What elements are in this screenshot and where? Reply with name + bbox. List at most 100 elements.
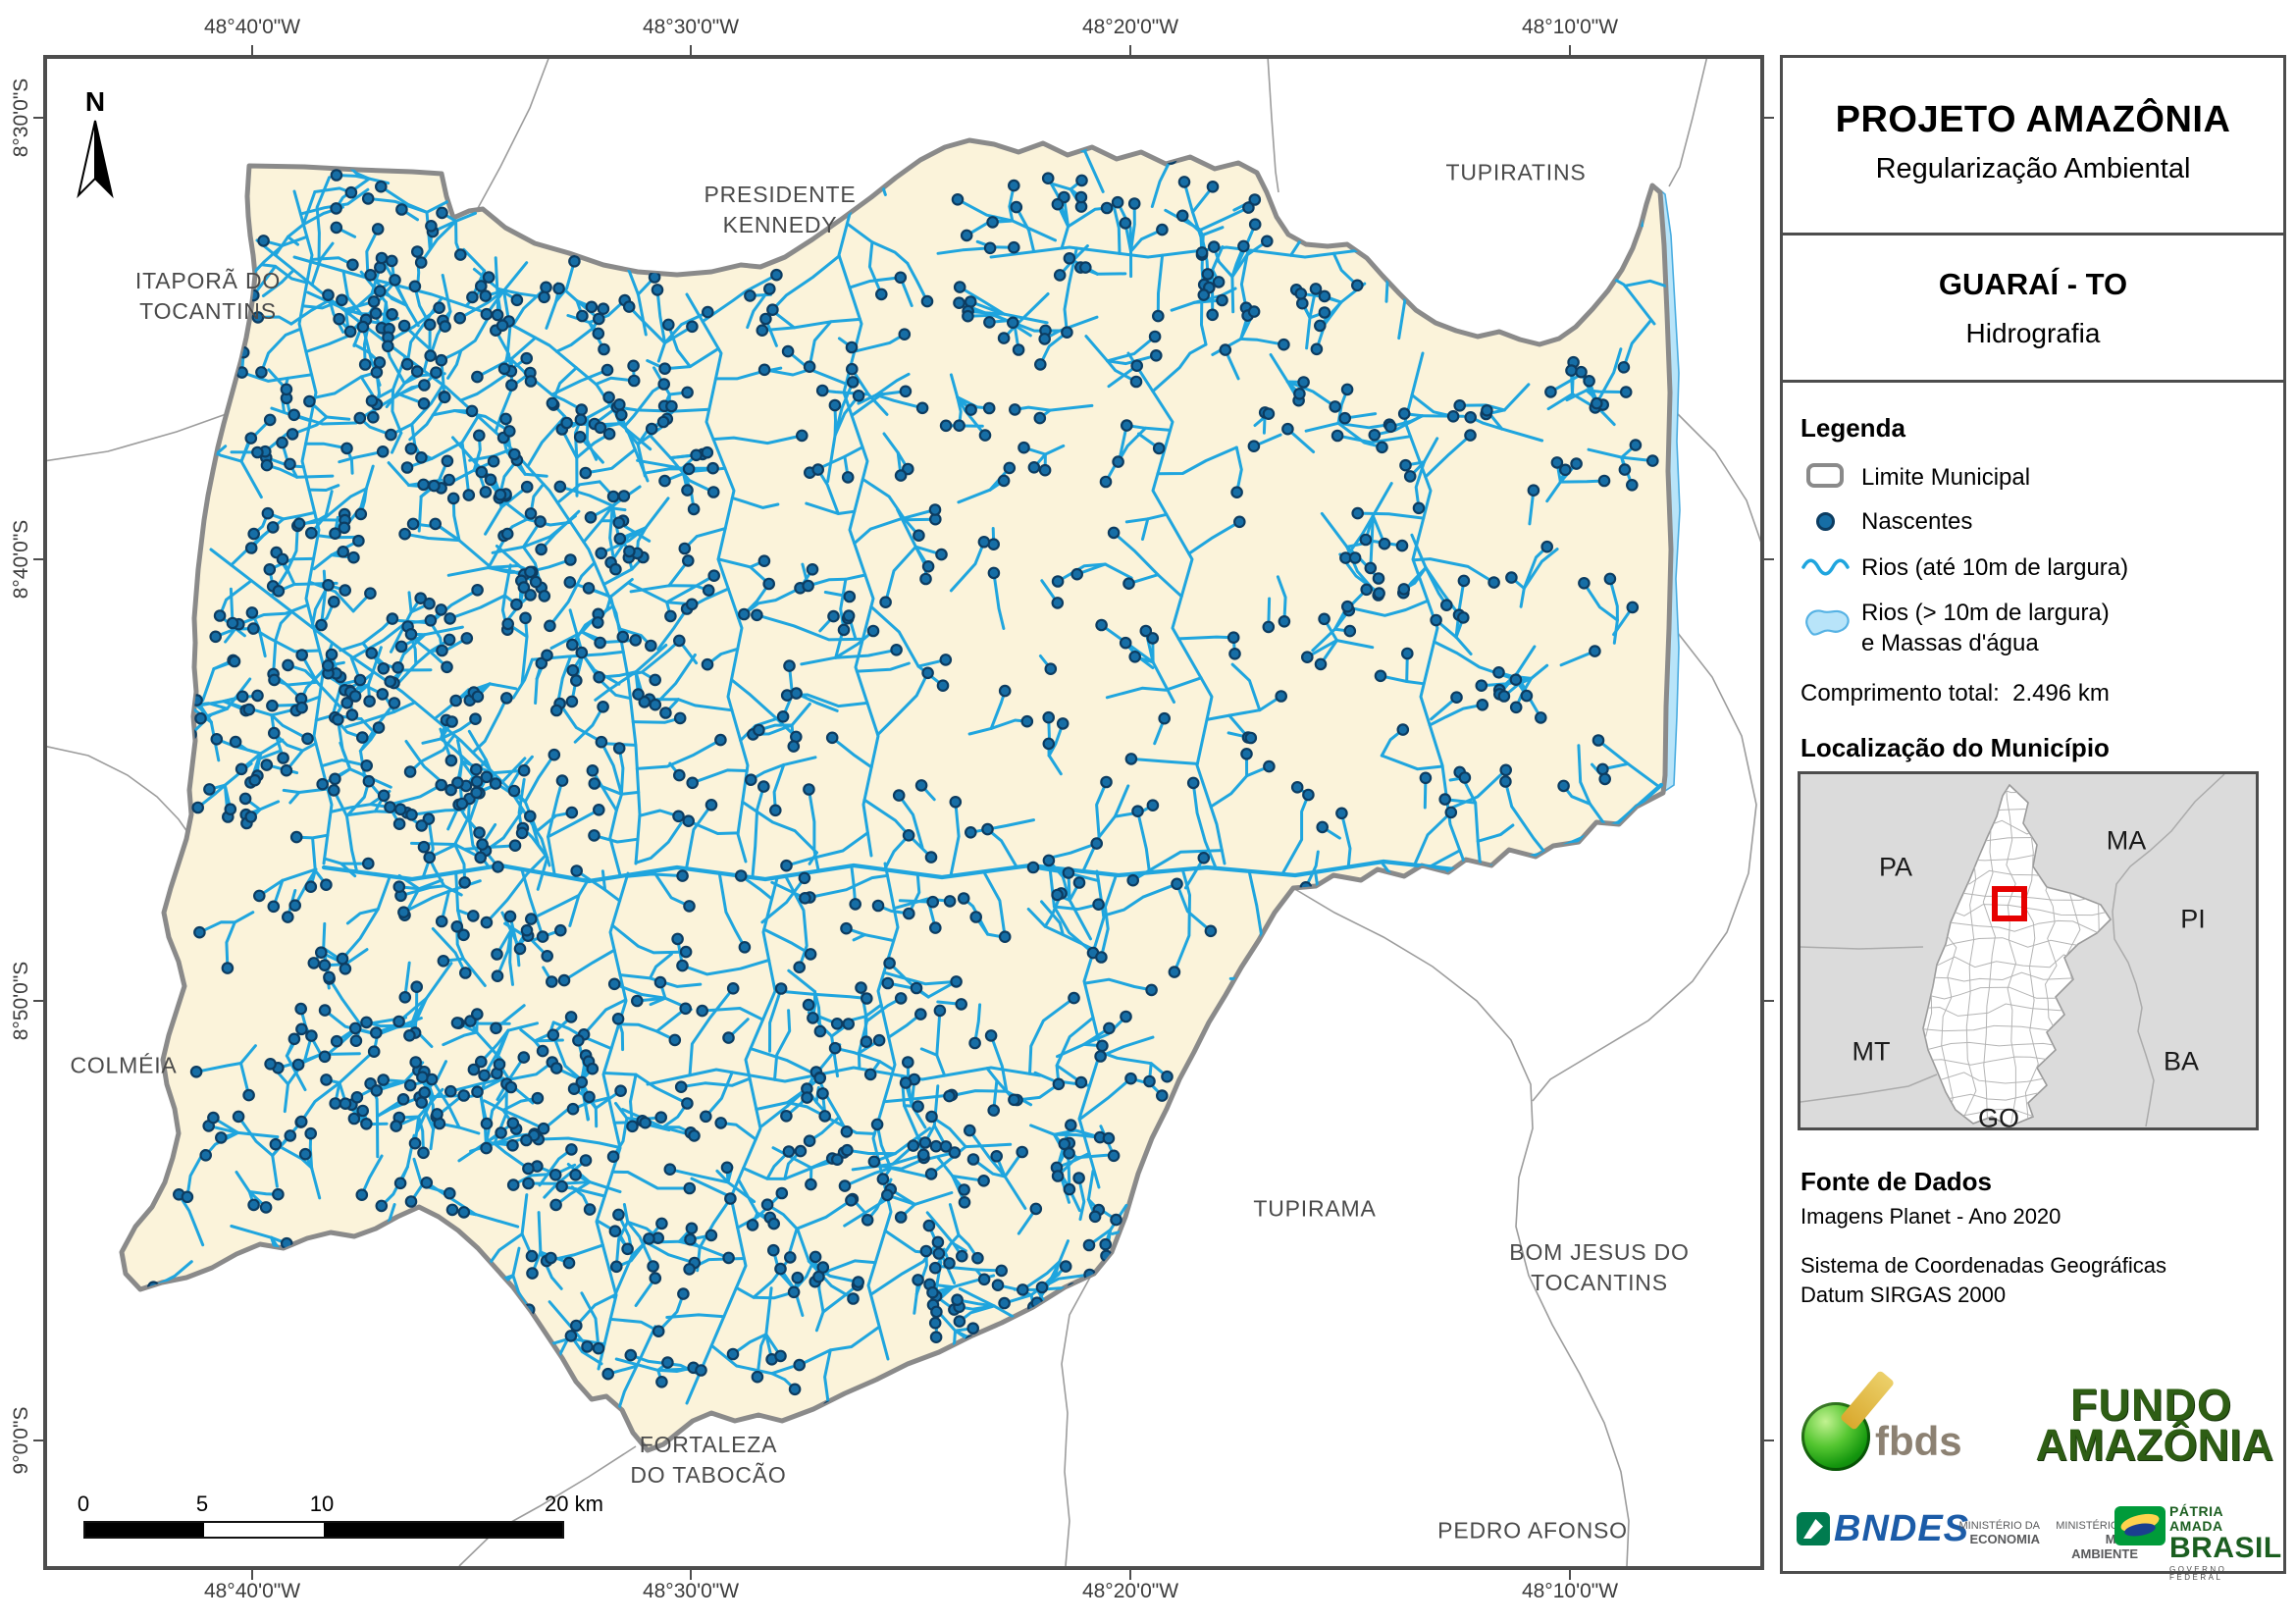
tick-mark [1569, 45, 1571, 55]
lon-label: 48°40'0"W [203, 1580, 301, 1602]
total-length-label: Comprimento total: [1800, 680, 2000, 707]
source-line: Datum SIRGAS 2000 [1800, 1283, 2007, 1307]
patria-sub: GOVERNO FEDERAL [2169, 1564, 2227, 1583]
fundo-amazonia-logo: FUNDO AMAZÔNIA [2035, 1380, 2273, 1471]
lat-label: 9°0'0"S [10, 1406, 32, 1475]
locator-state-label-ma: MA [2106, 825, 2147, 856]
tick-mark [1129, 45, 1131, 55]
neighbor-municipality-label: BOM JESUS DO TOCANTINS [1509, 1238, 1690, 1295]
scalebar-segment [324, 1523, 562, 1537]
neighbor-municipality-label: PRESIDENTE KENNEDY [704, 181, 857, 237]
project-title-box: PROJETO AMAZÔNIA Regularização Ambiental [1783, 58, 2283, 236]
project-subtitle: Regularização Ambiental [1875, 153, 2191, 184]
municipality-locator-highlight [1992, 886, 2027, 921]
north-arrow-icon [77, 120, 114, 199]
tick-mark [33, 1000, 43, 1002]
tick-mark [1569, 1570, 1571, 1580]
map-canvas [47, 59, 1760, 1566]
tick-mark [1764, 1000, 1774, 1002]
tick-mark [33, 1440, 43, 1441]
lat-label: 8°30'0"S [10, 78, 32, 158]
north-arrow-label: N [84, 86, 106, 117]
legend-heading: Legenda [1800, 413, 1905, 443]
legend-item-rios: Rios (até 10m de largura) [1800, 546, 2271, 589]
patria-amada-brasil-logo: PÁTRIA AMADA BRASIL GOVERNO FEDERAL [2169, 1503, 2282, 1583]
ministry-bottom: ECONOMIA [1969, 1531, 2041, 1546]
locator-map: PA MA PI BA MT GO [1798, 771, 2259, 1130]
lon-label: 48°10'0"W [1521, 1580, 1619, 1602]
legend-item-label: Rios (> 10m de largura) e Massas d'água [1861, 600, 2110, 657]
scalebar-segment [204, 1523, 324, 1537]
limite-municipal-swatch [1800, 455, 1857, 498]
map-theme: Hidrografia [1965, 318, 2101, 348]
map-frame [43, 55, 1764, 1570]
locator-state-label-go: GO [1977, 1103, 2020, 1130]
project-title: PROJETO AMAZÔNIA [1835, 99, 2231, 140]
water-body-swatch [1800, 591, 1857, 636]
fundo-line1: FUNDO [2070, 1380, 2232, 1430]
locator-canvas [1800, 774, 2256, 1127]
river-line-swatch [1800, 546, 1857, 589]
scalebar-label: 20 km [545, 1492, 603, 1516]
patria-main: BRASIL [2169, 1532, 2282, 1565]
lon-label: 48°30'0"W [642, 16, 740, 38]
fundo-line2: AMAZÔNIA [2035, 1420, 2273, 1471]
lon-label: 48°10'0"W [1521, 16, 1619, 38]
north-arrow: N [73, 86, 118, 205]
scalebar-label: 0 [77, 1492, 90, 1516]
bndes-logo-text: BNDES [1834, 1508, 1970, 1549]
map-title-box: GUARAÍ - TO Hidrografia [1783, 236, 2283, 383]
locator-heading: Localização do Município [1800, 733, 2110, 762]
info-panel: PROJETO AMAZÔNIA Regularização Ambiental… [1780, 55, 2286, 1582]
neighbor-municipality-label: FORTALEZA DO TABOCÃO [630, 1431, 787, 1488]
legend-item-massas: Rios (> 10m de largura) e Massas d'água [1800, 591, 2271, 657]
locator-state-label-pi: PI [2180, 904, 2206, 934]
tick-mark [251, 1570, 253, 1580]
source-line: Imagens Planet - Ano 2020 [1800, 1204, 2061, 1229]
fbds-logo-text: fbds [1875, 1418, 1962, 1464]
legend-item-label: Rios (até 10m de largura) [1861, 554, 2129, 581]
source-heading: Fonte de Dados [1800, 1167, 1993, 1196]
legend-item-limite: Limite Municipal [1800, 455, 2271, 498]
ministry-top: MINISTÉRIO DA [1958, 1520, 2040, 1532]
tick-mark [690, 1570, 692, 1580]
lon-label: 48°40'0"W [203, 16, 301, 38]
neighbor-municipality-label: ITAPORÃ DO TOCANTINS [134, 267, 282, 324]
tick-mark [1764, 558, 1774, 560]
brazil-flag-icon [2114, 1506, 2166, 1545]
patria-top: PÁTRIA AMADA [2169, 1503, 2223, 1534]
municipality-title: GUARAÍ - TO [1938, 267, 2128, 301]
scalebar-label: 10 [309, 1492, 335, 1516]
lon-label: 48°30'0"W [642, 1580, 740, 1602]
ministry-economia-logo: MINISTÉRIO DA ECONOMIA [1946, 1520, 2040, 1547]
neighbor-municipality-label: PEDRO AFONSO [1437, 1517, 1628, 1544]
scalebar-segment [85, 1523, 204, 1537]
locator-state-label-ba: BA [2163, 1046, 2200, 1076]
locator-state-label-mt: MT [1852, 1036, 1891, 1067]
logos-block: fbds FUNDO AMAZÔNIA BNDES MINISTÉRIO DA … [1783, 1363, 2283, 1582]
tick-mark [1764, 1440, 1774, 1441]
tick-mark [1764, 117, 1774, 119]
scale-bar [83, 1521, 564, 1539]
nascentes-swatch [1800, 499, 1857, 543]
neighbor-municipality-label: COLMÉIA [70, 1052, 178, 1078]
legend-item-nascentes: Nascentes [1800, 499, 2271, 543]
lon-label: 48°20'0"W [1081, 16, 1179, 38]
nascentes-layer [147, 140, 1659, 1428]
legend-item-label: Nascentes [1861, 508, 1973, 535]
legend-item-label: Limite Municipal [1861, 464, 2031, 491]
total-length-value: 2.496 km [2012, 680, 2110, 707]
neighbor-boundaries [47, 59, 1760, 1566]
locator-state-label-pa: PA [1878, 852, 1913, 882]
neighbor-municipality-label: TUPIRATINS [1445, 159, 1587, 185]
tick-mark [251, 45, 253, 55]
tick-mark [33, 117, 43, 119]
tick-mark [1129, 1570, 1131, 1580]
scalebar-label: 5 [195, 1492, 209, 1516]
source-line: Sistema de Coordenadas Geográficas [1800, 1253, 2166, 1278]
lon-label: 48°20'0"W [1081, 1580, 1179, 1602]
total-length: Comprimento total: 2.496 km [1800, 680, 2110, 707]
bndes-logo-icon [1797, 1512, 1830, 1545]
lat-label: 8°40'0"S [10, 519, 32, 600]
